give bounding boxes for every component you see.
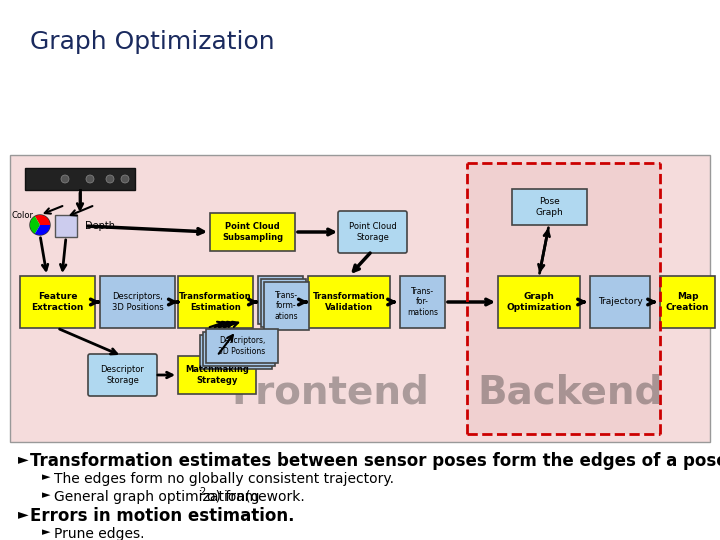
Text: Graph Optimization: Graph Optimization xyxy=(30,30,274,54)
Text: Trans-
form-
ations: Trans- form- ations xyxy=(275,291,298,321)
Bar xyxy=(512,189,587,225)
Circle shape xyxy=(86,175,94,183)
Bar xyxy=(178,356,256,394)
Bar xyxy=(20,276,95,328)
Wedge shape xyxy=(35,225,50,235)
Text: Descriptors,
3D Positions: Descriptors, 3D Positions xyxy=(215,339,263,359)
Bar xyxy=(200,335,272,369)
Text: Descriptors,
3D Positions: Descriptors, 3D Positions xyxy=(218,336,266,356)
FancyBboxPatch shape xyxy=(88,354,157,396)
Text: Transformation
Estimation: Transformation Estimation xyxy=(179,292,252,312)
Wedge shape xyxy=(35,215,50,225)
Bar xyxy=(264,282,309,330)
Text: Transformation estimates between sensor poses form the edges of a pose graph.: Transformation estimates between sensor … xyxy=(30,452,720,470)
Text: ►: ► xyxy=(42,527,50,537)
Text: o) framework.: o) framework. xyxy=(207,490,305,504)
Circle shape xyxy=(106,175,114,183)
Text: Prune edges.: Prune edges. xyxy=(54,527,145,540)
Text: Trans-
form-
ations: Trans- form- ations xyxy=(269,285,292,315)
Bar xyxy=(400,276,445,328)
Circle shape xyxy=(61,175,69,183)
Text: Errors in motion estimation.: Errors in motion estimation. xyxy=(30,507,294,525)
Bar xyxy=(100,276,175,328)
Text: Descriptors,
3D Positions: Descriptors, 3D Positions xyxy=(212,342,260,362)
Circle shape xyxy=(121,175,129,183)
Text: Transformation
Validation: Transformation Validation xyxy=(312,292,385,312)
FancyBboxPatch shape xyxy=(338,211,407,253)
Text: ►: ► xyxy=(18,452,29,466)
Text: Backend: Backend xyxy=(477,373,662,411)
Text: 2: 2 xyxy=(199,487,206,497)
Text: Point Cloud
Storage: Point Cloud Storage xyxy=(348,222,397,242)
Text: ►: ► xyxy=(42,472,50,482)
Text: Feature
Extraction: Feature Extraction xyxy=(31,292,84,312)
Text: The edges form no globally consistent trajectory.: The edges form no globally consistent tr… xyxy=(54,472,394,486)
Bar xyxy=(178,276,253,328)
Text: Pose
Graph: Pose Graph xyxy=(536,197,563,217)
Text: Trans-
for-
mations: Trans- for- mations xyxy=(407,287,438,317)
Text: Trajectory: Trajectory xyxy=(598,298,642,307)
Bar xyxy=(467,163,660,434)
Text: Descriptors,
3D Positions: Descriptors, 3D Positions xyxy=(112,292,163,312)
Bar xyxy=(258,276,303,324)
Text: ►: ► xyxy=(42,490,50,500)
Text: General graph optimization(g: General graph optimization(g xyxy=(54,490,259,504)
Bar xyxy=(25,168,135,190)
Text: Depth: Depth xyxy=(85,221,115,231)
Text: Graph
Optimization: Graph Optimization xyxy=(506,292,572,312)
Bar xyxy=(261,279,306,327)
Text: Trans-
form-
ations: Trans- form- ations xyxy=(271,288,295,318)
Text: ►: ► xyxy=(18,507,29,521)
Bar xyxy=(210,213,295,251)
Text: Map
Creation: Map Creation xyxy=(666,292,709,312)
Text: Descriptor
Storage: Descriptor Storage xyxy=(101,365,145,384)
Wedge shape xyxy=(30,217,40,234)
Circle shape xyxy=(30,215,50,235)
Bar xyxy=(10,155,710,442)
Bar xyxy=(55,215,77,237)
Bar xyxy=(498,276,580,328)
Text: Color: Color xyxy=(12,211,34,219)
Bar xyxy=(206,329,278,363)
Text: Frontend: Frontend xyxy=(231,373,429,411)
Text: Point Cloud
Subsampling: Point Cloud Subsampling xyxy=(222,222,283,242)
Text: Matchmaking
Strategy: Matchmaking Strategy xyxy=(185,365,249,384)
Bar xyxy=(308,276,390,328)
Bar xyxy=(590,276,650,328)
Bar xyxy=(203,332,275,366)
Bar xyxy=(660,276,715,328)
